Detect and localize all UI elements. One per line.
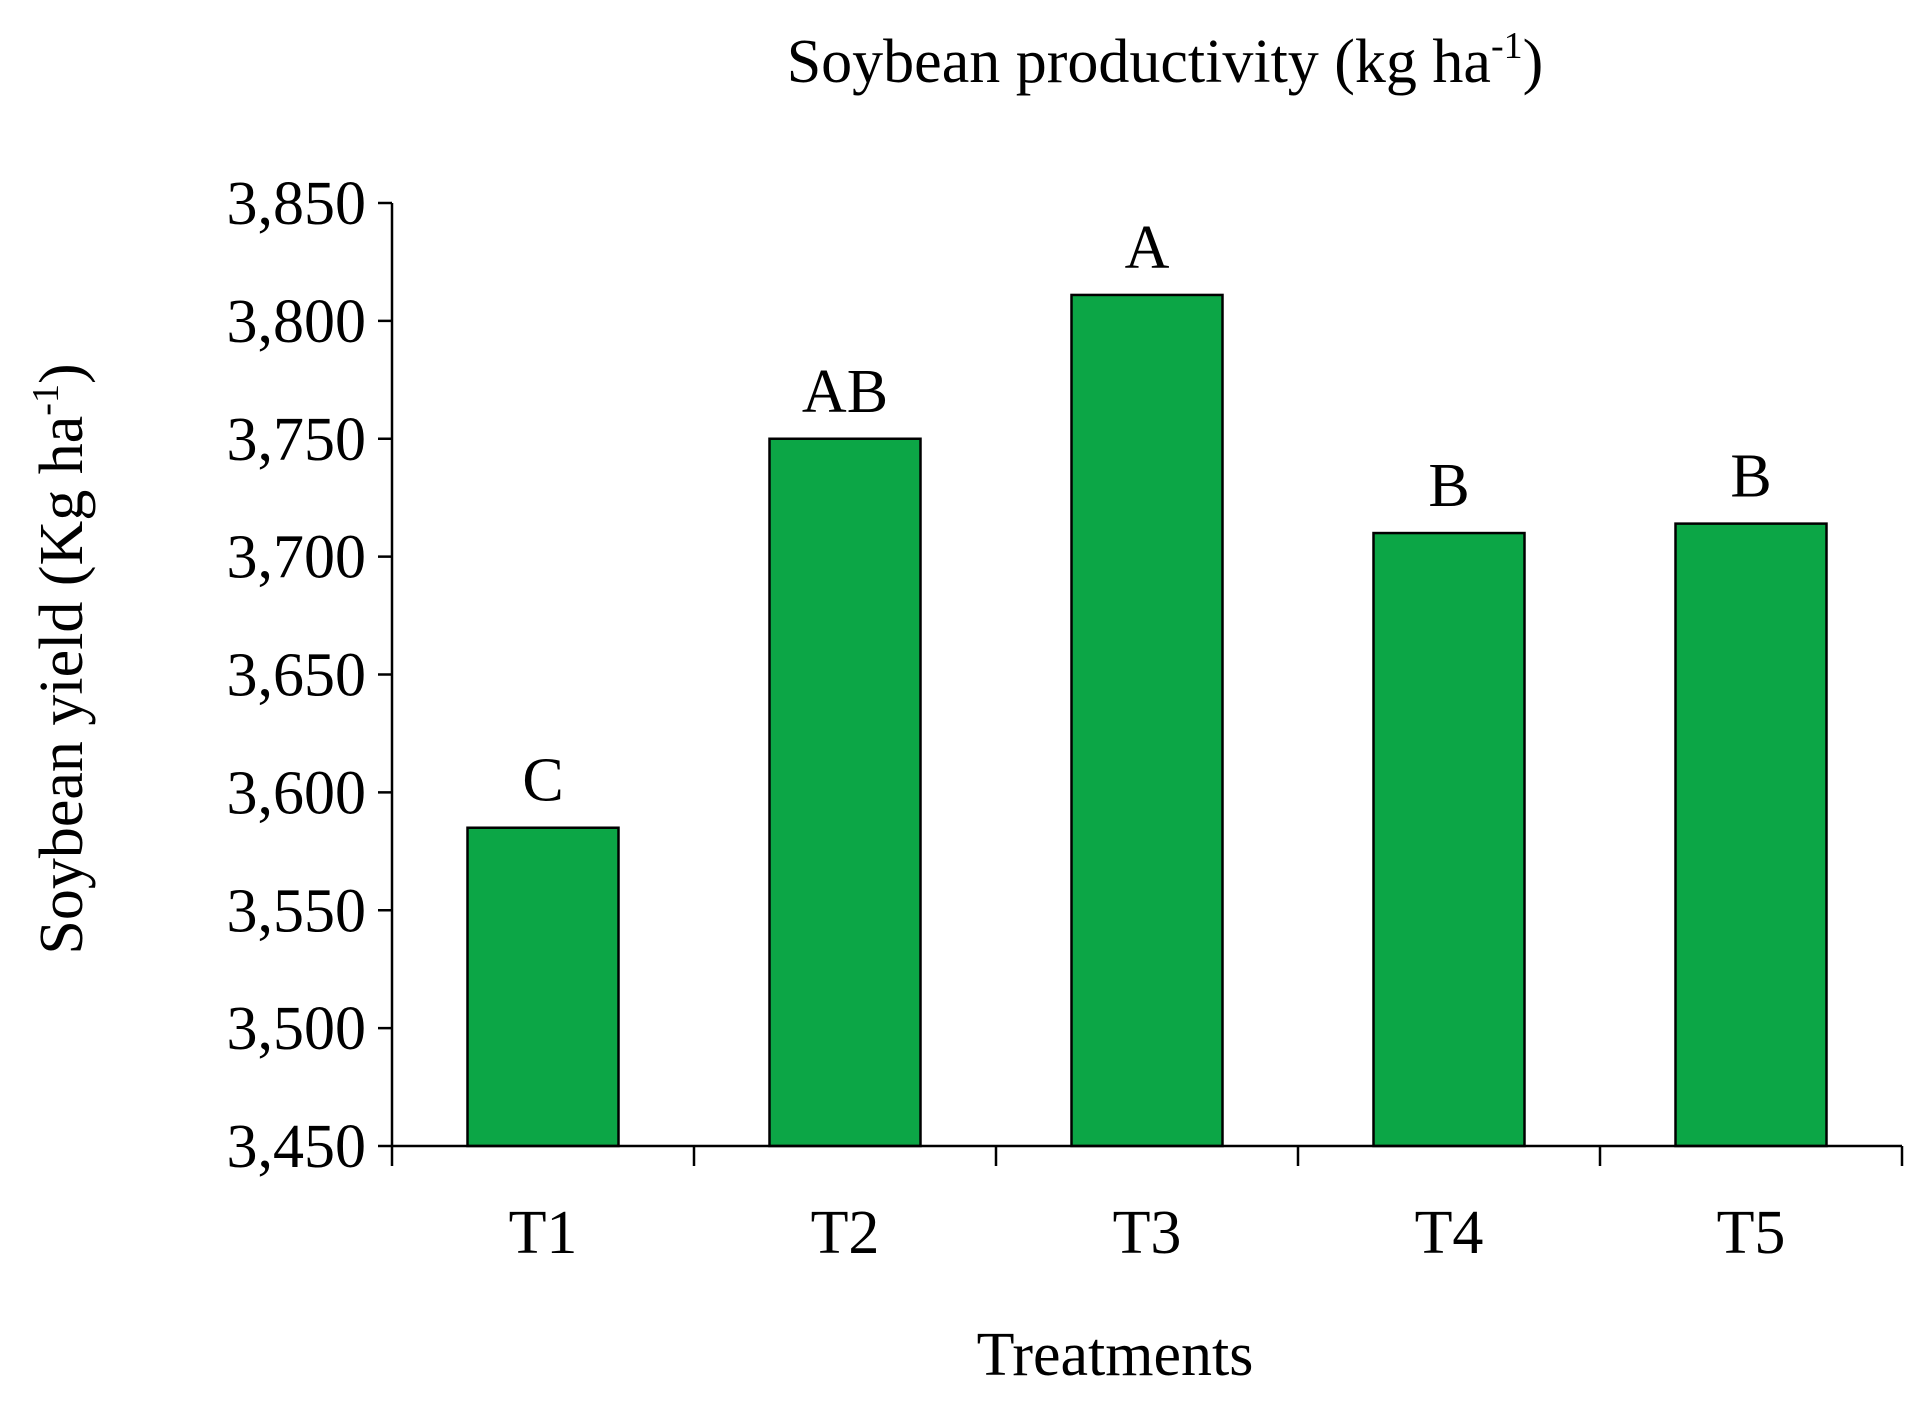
bar-t3 [1070, 293, 1224, 1148]
y-tick-label: 3,550 [227, 877, 367, 945]
x-axis-label: Treatments [977, 1321, 1254, 1389]
bar-t2 [768, 437, 922, 1148]
y-tick-label: 3,600 [227, 759, 367, 827]
y-tick-label: 3,750 [227, 406, 367, 474]
x-tick-label-t1: T1 [509, 1199, 578, 1267]
x-tick-label-t5: T5 [1717, 1199, 1786, 1267]
data-label-t5: B [1730, 443, 1771, 511]
y-tick-label: 3,700 [227, 524, 367, 592]
bar-t1 [466, 826, 620, 1148]
y-axis-label: Soybean yield (Kg ha-1) [25, 363, 96, 954]
data-label-t2: AB [802, 358, 888, 426]
bar-t5 [1674, 522, 1828, 1148]
x-tick-label-t2: T2 [811, 1199, 880, 1267]
bar-t4 [1372, 531, 1526, 1148]
chart-title: Soybean productivity (kg ha-1) [787, 25, 1544, 96]
y-tick-label: 3,450 [227, 1113, 367, 1181]
data-label-t1: C [522, 747, 563, 815]
x-tick-label-t3: T3 [1113, 1199, 1182, 1267]
x-tick-label-t4: T4 [1415, 1199, 1484, 1267]
y-tick-label: 3,500 [227, 995, 367, 1063]
y-tick-label: 3,850 [227, 170, 367, 238]
data-label-t3: A [1125, 214, 1170, 282]
y-tick-label: 3,650 [227, 642, 367, 710]
x-axis-ticks: T1 T2 T3 T4 T5 [390, 1146, 1904, 1267]
bars-group [466, 293, 1828, 1148]
y-tick-label: 3,800 [227, 288, 367, 356]
data-label-t4: B [1428, 452, 1469, 520]
y-axis-ticks: 3,450 3,500 3,550 3,600 3,650 3,700 3,750 3,800… [227, 170, 392, 1181]
